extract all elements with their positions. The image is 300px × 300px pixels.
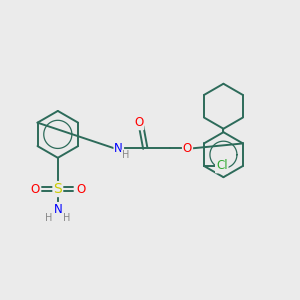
- Text: H: H: [122, 150, 129, 160]
- Text: Cl: Cl: [216, 159, 228, 172]
- Text: O: O: [183, 142, 192, 155]
- Text: N: N: [53, 203, 62, 216]
- Text: N: N: [114, 142, 123, 155]
- Text: H: H: [45, 213, 53, 223]
- Text: S: S: [53, 182, 62, 196]
- Text: O: O: [134, 116, 143, 129]
- Text: O: O: [76, 183, 85, 196]
- Text: O: O: [30, 183, 40, 196]
- Text: H: H: [63, 213, 70, 223]
